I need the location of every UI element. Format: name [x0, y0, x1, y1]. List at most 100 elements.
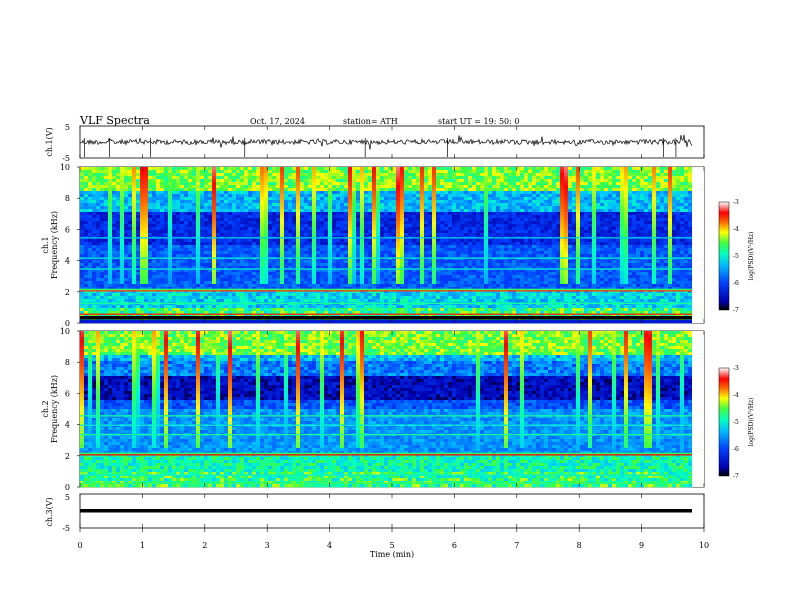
spectrogram-cell: [232, 191, 237, 195]
spectrogram-cell: [112, 176, 117, 180]
spectrogram-cell: [652, 254, 657, 258]
spectrogram-cell: [148, 215, 153, 219]
spectrogram-cell: [104, 239, 109, 243]
spectrogram-cell: [276, 194, 281, 198]
spectrogram-cell: [564, 251, 569, 255]
spectrogram-cell: [196, 230, 201, 234]
spectrogram-cell: [316, 167, 321, 171]
spectrogram-cell: [476, 200, 481, 204]
spectrogram-cell: [392, 191, 397, 195]
spectrogram-cell: [84, 218, 89, 222]
spectrogram-cell: [276, 245, 281, 249]
spectrogram-cell: [464, 227, 469, 231]
spectrogram-cell: [424, 227, 429, 231]
spectrogram-cell: [112, 233, 117, 237]
spectrogram-cell: [172, 194, 177, 198]
spectrogram-cell: [156, 230, 161, 234]
spectrogram-cell: [684, 173, 689, 177]
spectrogram-cell: [612, 230, 617, 234]
spectrogram-cell: [424, 179, 429, 183]
spectrogram-cell: [144, 194, 149, 198]
spectrogram-cell: [452, 248, 457, 252]
spectrogram-cell: [460, 227, 465, 231]
spectrogram-cell: [680, 251, 685, 255]
spectrogram-cell: [376, 200, 381, 204]
spectrogram-cell: [576, 206, 581, 210]
spectrogram-cell: [416, 260, 421, 264]
spectrogram-cell: [484, 170, 489, 174]
spectrogram-cell: [268, 221, 273, 225]
spectrogram-cell: [600, 176, 605, 180]
spectrogram-cell: [152, 167, 157, 171]
spectrogram-cell: [656, 230, 661, 234]
spectrogram-cell: [572, 182, 577, 186]
spectrogram-cell: [676, 245, 681, 249]
spectrogram-cell: [420, 218, 425, 222]
spectrogram-cell: [648, 221, 653, 225]
spectrogram-cell: [608, 173, 613, 177]
spectrogram-cell: [200, 245, 205, 249]
spectrogram-cell: [292, 182, 297, 186]
spectrogram-cell: [352, 215, 357, 219]
spectrogram-cell: [148, 167, 153, 171]
spectrogram-cell: [304, 260, 309, 264]
spectrogram-cell: [416, 215, 421, 219]
spectrogram-cell: [640, 242, 645, 246]
spectrogram-cell: [608, 239, 613, 243]
spectrogram-cell: [436, 200, 441, 204]
spectrogram-cell: [148, 173, 153, 177]
spectrogram-cell: [528, 185, 533, 189]
spectrogram-cell: [640, 185, 645, 189]
spectrogram-cell: [308, 203, 313, 207]
spectrogram-cell: [644, 191, 649, 195]
spectrogram-cell: [684, 254, 689, 258]
spectrogram-cell: [192, 242, 197, 246]
spectrogram-cell: [536, 248, 541, 252]
spectrogram-cell: [356, 206, 361, 210]
spectrogram-cell: [496, 203, 501, 207]
spectrogram-cell: [316, 194, 321, 198]
spectrogram-cell: [576, 170, 581, 174]
spectrogram-cell: [556, 170, 561, 174]
spectrogram-cell: [404, 251, 409, 255]
spectrogram-cell: [92, 167, 97, 171]
spectrogram-cell: [556, 224, 561, 228]
spectrogram-cell: [428, 227, 433, 231]
spectrogram-cell: [204, 203, 209, 207]
spectrogram-cell: [516, 233, 521, 237]
spectrogram-cell: [124, 233, 129, 237]
spectrogram-cell: [612, 167, 617, 171]
spectrogram-cell: [232, 218, 237, 222]
spectrogram-cell: [224, 194, 229, 198]
spectrogram-cell: [456, 233, 461, 237]
spectrogram-cell: [308, 245, 313, 249]
spectrogram-cell: [360, 248, 365, 252]
spectrogram-cell: [116, 209, 121, 213]
spectrogram-cell: [140, 176, 145, 180]
spectrogram-cell: [344, 254, 349, 258]
spectrogram-cell: [308, 194, 313, 198]
spectrogram-cell: [332, 212, 337, 216]
spectrogram-cell: [188, 182, 193, 186]
spectrogram-cell: [100, 251, 105, 255]
spectrogram-cell: [516, 200, 521, 204]
spectrogram-cell: [108, 176, 113, 180]
spectrogram-cell: [608, 209, 613, 213]
spectrogram-cell: [324, 239, 329, 243]
spectrogram-cell: [348, 209, 353, 213]
spectrogram-cell: [660, 206, 665, 210]
spectrogram-cell: [572, 248, 577, 252]
spectrogram-cell: [108, 200, 113, 204]
spectrogram-cell: [556, 206, 561, 210]
spectrogram-cell: [124, 224, 129, 228]
spectrogram-cell: [552, 224, 557, 228]
spectrogram-cell: [336, 185, 341, 189]
spectrogram-cell: [296, 254, 301, 258]
spectrogram-cell: [588, 206, 593, 210]
spectrogram-cell: [476, 188, 481, 192]
spectrogram-cell: [488, 194, 493, 198]
spectrogram-cell: [600, 233, 605, 237]
spectrogram-cell: [512, 260, 517, 264]
spectrogram-cell: [500, 245, 505, 249]
spectrogram-cell: [568, 197, 573, 201]
